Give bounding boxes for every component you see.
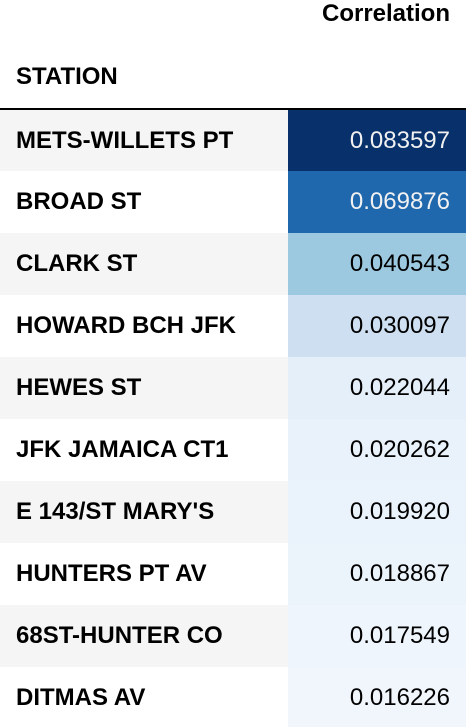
- correlation-value-cell: 0.083597: [288, 109, 466, 171]
- table-row: JFK JAMAICA CT1 0.020262: [0, 419, 466, 481]
- table-row: BROAD ST 0.069876: [0, 171, 466, 233]
- station-name-cell: METS-WILLETS PT: [0, 109, 288, 171]
- correlation-value-cell: 0.040543: [288, 233, 466, 295]
- correlation-value-cell: 0.019920: [288, 481, 466, 543]
- correlation-value-cell: 0.022044: [288, 357, 466, 419]
- table-row: CLARK ST 0.040543: [0, 233, 466, 295]
- correlation-value-cell: 0.017549: [288, 605, 466, 667]
- station-name-cell: BROAD ST: [0, 171, 288, 233]
- correlation-value-cell: 0.069876: [288, 171, 466, 233]
- table-row: HOWARD BCH JFK 0.030097: [0, 295, 466, 357]
- table-row: DITMAS AV 0.016226: [0, 667, 466, 727]
- station-name-cell: HEWES ST: [0, 357, 288, 419]
- station-name-cell: HUNTERS PT AV: [0, 543, 288, 605]
- table-row: HEWES ST 0.022044: [0, 357, 466, 419]
- table-row: E 143/ST MARY'S 0.019920: [0, 481, 466, 543]
- correlation-column-header: Correlation: [321, 0, 450, 27]
- station-index-header: STATION: [0, 46, 288, 110]
- correlation-value-cell: 0.018867: [288, 543, 466, 605]
- table-header: Correlation STATION: [0, 0, 466, 110]
- station-name-cell: CLARK ST: [0, 233, 288, 295]
- correlation-value-cell: 0.016226: [288, 667, 466, 727]
- correlation-value-cell: 0.030097: [288, 295, 466, 357]
- station-name-cell: JFK JAMAICA CT1: [0, 419, 288, 481]
- station-name-cell: 68ST-HUNTER CO: [0, 605, 288, 667]
- table-body: METS-WILLETS PT 0.083597 BROAD ST 0.069876 C…: [0, 109, 466, 727]
- station-name-cell: HOWARD BCH JFK: [0, 295, 288, 357]
- table-row: METS-WILLETS PT 0.083597: [0, 109, 466, 171]
- table-row: HUNTERS PT AV 0.018867: [0, 543, 466, 605]
- correlation-value-cell: 0.020262: [288, 419, 466, 481]
- header-row-index: STATION: [0, 46, 466, 110]
- index-header-blank-cell: [288, 46, 466, 110]
- table-row: 68ST-HUNTER CO 0.017549: [0, 605, 466, 667]
- header-blank-cell: [0, 0, 288, 46]
- station-name-cell: DITMAS AV: [0, 667, 288, 727]
- header-row-columns: Correlation: [0, 0, 466, 46]
- station-name-cell: E 143/ST MARY'S: [0, 481, 288, 543]
